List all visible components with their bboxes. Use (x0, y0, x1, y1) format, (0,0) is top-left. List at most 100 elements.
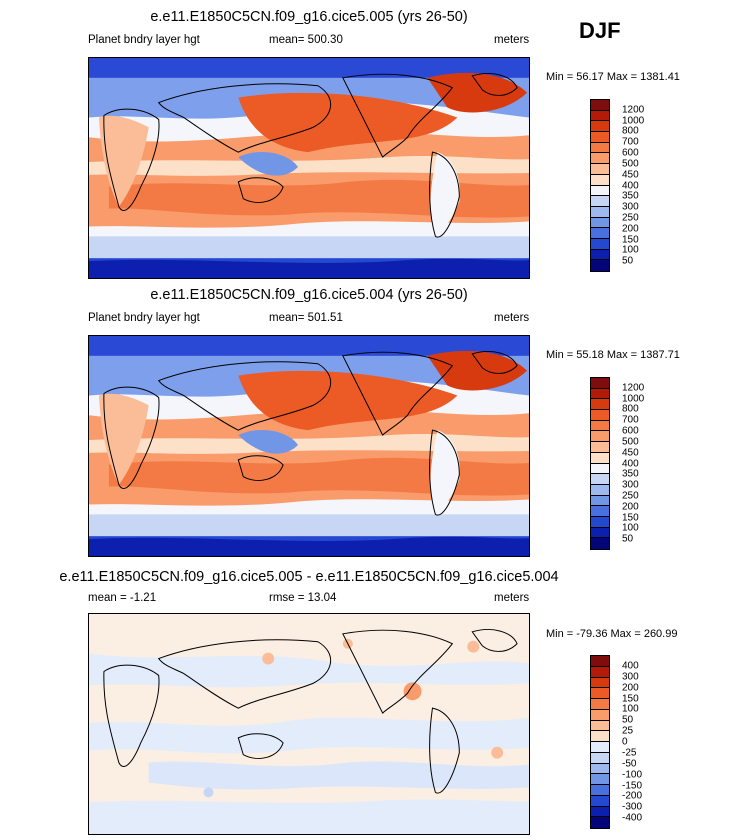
colorbar-box (591, 174, 609, 186)
colorbar-box (591, 399, 609, 411)
colorbar-box (591, 795, 609, 807)
colorbar-box (591, 410, 609, 421)
colorbar-box (591, 785, 609, 796)
colorbar-box (591, 452, 609, 464)
colorbar-box (591, 217, 609, 229)
colorbar-box (591, 463, 609, 475)
colorbar-box (591, 731, 609, 742)
colorbar-box (591, 164, 609, 175)
panel-1-title: e.e11.E1850C5CN.f09_g16.cice5.005 (yrs 2… (150, 9, 468, 25)
colorbar-tick-label: 50 (622, 533, 634, 545)
colorbar-box (591, 196, 609, 207)
colorbar-tick-label: 500 (622, 436, 639, 448)
colorbar-box (591, 238, 609, 250)
panel-1-minmax: Min = 56.17 Max = 1381.41 (546, 71, 680, 83)
colorbar-box (591, 388, 609, 400)
colorbar-tick-label: 1000 (622, 393, 645, 405)
panel-3-colorbar (590, 655, 610, 829)
colorbar-box (591, 495, 609, 507)
colorbar-box (591, 420, 609, 432)
colorbar-box (591, 806, 609, 818)
colorbar-box (591, 699, 609, 710)
colorbar-box (591, 527, 609, 539)
colorbar-tick-label: 1200 (622, 382, 645, 394)
colorbar-tick-label: -300 (622, 801, 643, 813)
colorbar-box (591, 378, 609, 389)
colorbar-tick-label: 700 (622, 414, 639, 426)
colorbar-box (591, 442, 609, 453)
colorbar-box (591, 110, 609, 122)
colorbar-tick-label: 150 (622, 234, 639, 246)
colorbar-box (591, 763, 609, 775)
panel-1-colorbar (590, 99, 610, 272)
colorbar-tick-label: 400 (622, 180, 639, 191)
colorbar-box (591, 677, 609, 689)
colorbar-tick-label: 600 (622, 425, 639, 437)
colorbar-tick-label: 150 (622, 693, 639, 704)
colorbar-box (591, 121, 609, 133)
panel-1-mean-label: mean= 500.30 (269, 34, 343, 46)
colorbar-box (591, 142, 609, 154)
panel-3-units-label: meters (494, 592, 530, 604)
colorbar-tick-label: 700 (622, 136, 639, 148)
colorbar-tick-label: 1000 (622, 115, 645, 127)
colorbar-box (591, 538, 609, 549)
colorbar-tick-label: 500 (622, 158, 639, 170)
colorbar-tick-label: 25 (622, 725, 634, 737)
colorbar-box (591, 752, 609, 764)
colorbar-tick-label: -25 (622, 747, 637, 759)
panel-3-map (88, 613, 530, 835)
colorbar-box (591, 666, 609, 678)
panel-2-title: e.e11.E1850C5CN.f09_g16.cice5.004 (yrs 2… (150, 287, 468, 303)
colorbar-tick-label: -200 (622, 790, 643, 802)
colorbar-tick-label: -100 (622, 769, 643, 781)
colorbar-tick-label: 200 (622, 501, 639, 513)
colorbar-box (591, 228, 609, 239)
colorbar-tick-label: -50 (622, 758, 637, 770)
panel-2-mean-label: mean= 501.51 (269, 312, 343, 324)
panel-2-minmax: Min = 55.18 Max = 1387.71 (546, 349, 680, 361)
colorbar-tick-label: 450 (622, 447, 639, 459)
colorbar-tick-label: 350 (622, 190, 639, 202)
colorbar-tick-label: 250 (622, 212, 639, 224)
colorbar-box (591, 249, 609, 261)
colorbar-box (591, 506, 609, 517)
colorbar-tick-label: 50 (622, 714, 634, 726)
panel-1-units-label: meters (494, 34, 530, 46)
colorbar-tick-label: -150 (622, 780, 643, 791)
colorbar-tick-label: 100 (622, 703, 639, 715)
colorbar-tick-label: 200 (622, 682, 639, 694)
panel-1-variable-label: Planet bndry layer hgt (88, 34, 200, 46)
colorbar-tick-label: 0 (622, 736, 628, 748)
colorbar-box (591, 656, 609, 667)
colorbar-tick-label: 300 (622, 671, 639, 683)
colorbar-box (591, 817, 609, 828)
panel-2-map (88, 335, 530, 557)
panel-2-units-label: meters (494, 312, 530, 324)
colorbar-box (591, 484, 609, 496)
colorbar-tick-label: 400 (622, 458, 639, 469)
colorbar-tick-label: 150 (622, 512, 639, 524)
colorbar-tick-label: 800 (622, 403, 639, 415)
colorbar-tick-label: 300 (622, 479, 639, 491)
colorbar-box (591, 185, 609, 197)
colorbar-box (591, 260, 609, 271)
colorbar-box (591, 516, 609, 528)
colorbar-box (591, 100, 609, 111)
panel-2-colorbar (590, 377, 610, 550)
colorbar-box (591, 742, 609, 753)
colorbar-box (591, 720, 609, 732)
colorbar-tick-label: 600 (622, 147, 639, 159)
season-label: DJF (579, 18, 621, 43)
colorbar-tick-label: 800 (622, 125, 639, 137)
colorbar-box (591, 153, 609, 165)
colorbar-box (591, 774, 609, 785)
panel-2-map-field (89, 336, 529, 556)
panel-3-title: e.e11.E1850C5CN.f09_g16.cice5.005 - e.e1… (59, 569, 559, 585)
panel-2-variable-label: Planet bndry layer hgt (88, 312, 200, 324)
colorbar-tick-label: 100 (622, 244, 639, 256)
colorbar-tick-label: 1200 (622, 104, 645, 116)
colorbar-box (591, 206, 609, 218)
colorbar-box (591, 431, 609, 443)
colorbar-tick-label: 50 (622, 255, 634, 267)
